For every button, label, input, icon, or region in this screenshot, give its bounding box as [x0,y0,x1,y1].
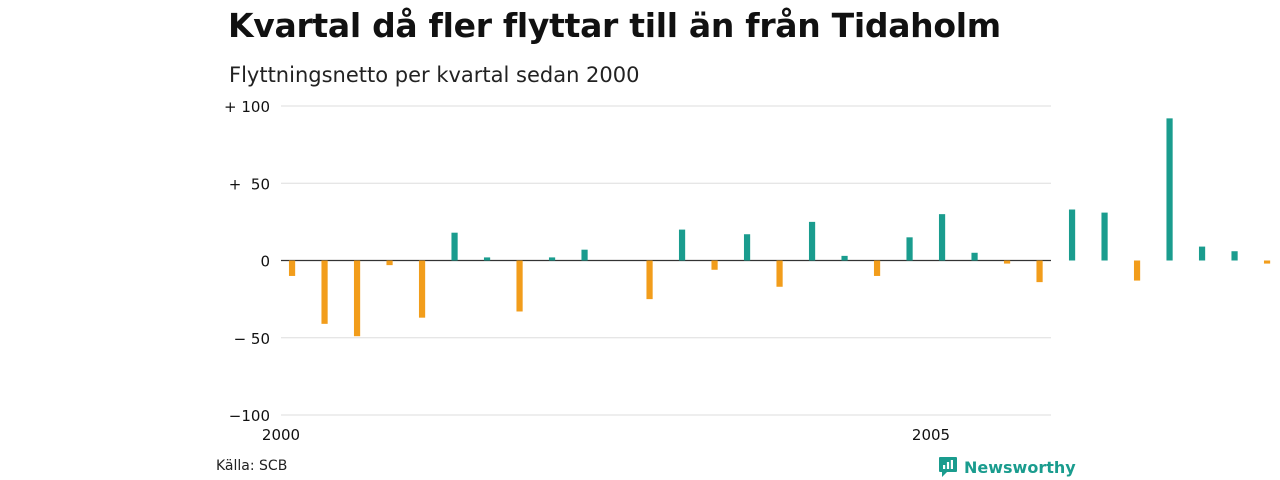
bar [1003,260,1011,264]
y-tick-label: −100 [229,407,270,425]
chart-subtitle: Flyttningsnetto per kvartal sedan 2000 [229,63,640,87]
x-axis-ticks: 20002005201020152020 [262,426,950,444]
bar [418,260,426,318]
bar [743,234,751,261]
bar [776,260,783,287]
y-tick-label: 0 [260,253,270,271]
bar [873,260,881,276]
bar [581,249,588,261]
x-tick-label: 2005 [912,426,950,444]
bar [711,260,718,270]
bar [808,221,816,261]
bar [1068,209,1076,261]
y-tick-label: + 100 [224,98,270,116]
brand-logo: Newsworthy [938,456,1076,478]
source-note: Källa: SCB [216,458,288,474]
bar [1133,260,1141,281]
bar [841,255,848,261]
bar [971,252,978,261]
bar [938,214,946,261]
bar [906,237,913,261]
x-tick-label: 2000 [262,426,300,444]
chart-title: Kvartal då fler flyttar till än från Tid… [228,6,1001,45]
bar [516,260,523,312]
brand-name: Newsworthy [964,457,1076,477]
y-axis-ticks: + 100 + 50 0 − 50 −100 [224,98,270,425]
y-tick-label: + 50 [229,175,270,193]
bar [451,232,458,261]
bar [1036,260,1043,283]
newsworthy-icon [939,457,957,477]
grid-lines [281,105,1051,416]
bar [386,260,393,266]
bar [1231,251,1238,261]
y-tick-label: − 50 [234,330,270,348]
bar [1198,246,1206,261]
bar [646,260,653,300]
bar [1166,118,1173,261]
bar [678,229,686,261]
bars [288,118,1271,337]
bar [1101,212,1108,261]
bar [548,257,556,261]
bar [1263,260,1271,264]
bar [353,260,361,337]
bar [483,257,491,261]
bar [288,260,296,276]
bar [321,260,328,324]
